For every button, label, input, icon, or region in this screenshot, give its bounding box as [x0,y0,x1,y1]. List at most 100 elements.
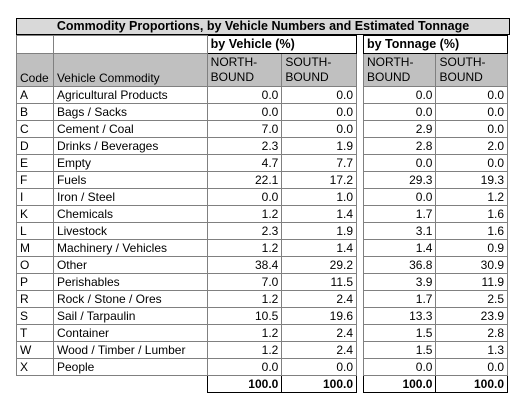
row-vehicle-northbound: 1.2 [206,239,283,257]
row-tonnage-southbound: 2.5 [435,290,508,308]
table-row: A Agricultural Products 0.0 0.0 [16,86,357,104]
row-commodity: Rock / Stone / Ores [52,290,208,308]
table-row: P Perishables 7.0 11.5 [16,273,357,291]
row-tonnage-southbound: 1.6 [435,222,508,240]
table-title: Commodity Proportions, by Vehicle Number… [16,18,510,35]
row-tonnage-southbound: 0.0 [435,120,508,138]
row-tonnage-northbound: 2.9 [362,120,437,138]
row-vehicle-northbound: 0.0 [206,103,283,121]
table-row: B Bags / Sacks 0.0 0.0 [16,103,357,121]
row-tonnage-northbound: 0.0 [362,103,437,121]
table-row: X People 0.0 0.0 [16,358,357,376]
row-vehicle-northbound: 7.0 [206,273,283,291]
row-tonnage-southbound: 2.0 [435,137,508,155]
row-code: O [16,256,54,274]
row-commodity: Drinks / Beverages [52,137,208,155]
header-south-line1: SOUTH- [285,55,332,69]
total-tonnage-southbound: 100.0 [435,375,508,393]
table-row: K Chemicals 1.2 1.4 [16,205,357,223]
table-row: 0.0 1.2 [362,188,508,206]
table-row: O Other 38.4 29.2 [16,256,357,274]
row-tonnage-southbound: 0.0 [435,86,508,104]
row-vehicle-southbound: 0.0 [281,86,357,104]
row-commodity: Livestock [52,222,208,240]
header-blank [16,35,54,54]
row-commodity: Wood / Timber / Lumber [52,341,208,359]
header-north-line1: NORTH- [210,55,258,69]
row-tonnage-southbound: 19.3 [435,171,508,189]
table-row: 3.9 11.9 [362,273,508,291]
row-vehicle-northbound: 10.5 [206,307,283,325]
row-tonnage-southbound: 1.6 [435,205,508,223]
row-tonnage-northbound: 36.8 [362,256,437,274]
row-commodity: Bags / Sacks [52,103,208,121]
row-commodity: Container [52,324,208,342]
row-vehicle-northbound: 7.0 [206,120,283,138]
row-commodity: Machinery / Vehicles [52,239,208,257]
tonnage-section: by Tonnage (%) NORTH- BOUND SOUTH- BOUND… [362,35,508,393]
row-code: C [16,120,54,138]
header-south-line1: SOUTH- [439,55,486,69]
header-south-line2: BOUND [439,70,483,84]
header-code: Code [16,53,54,87]
row-tonnage-northbound: 29.3 [362,171,437,189]
tonnage-table: by Tonnage (%) NORTH- BOUND SOUTH- BOUND… [362,35,508,393]
table-row: M Machinery / Vehicles 1.2 1.4 [16,239,357,257]
table-row: 2.9 0.0 [362,120,508,138]
row-tonnage-southbound: 2.8 [435,324,508,342]
table-row: S Sail / Tarpaulin 10.5 19.6 [16,307,357,325]
row-vehicle-northbound: 1.2 [206,290,283,308]
table-row: 0.0 0.0 [362,103,508,121]
table-row: 1.4 0.9 [362,239,508,257]
row-tonnage-southbound: 1.3 [435,341,508,359]
total-tonnage-northbound: 100.0 [362,375,437,393]
row-commodity: Sail / Tarpaulin [52,307,208,325]
row-vehicle-southbound: 0.0 [281,120,357,138]
row-vehicle-northbound: 1.2 [206,324,283,342]
row-tonnage-northbound: 0.0 [362,188,437,206]
row-commodity: Cement / Coal [52,120,208,138]
row-tonnage-southbound: 23.9 [435,307,508,325]
group-by-vehicle: by Vehicle (%) [206,35,358,54]
row-commodity: Empty [52,154,208,172]
row-vehicle-northbound: 4.7 [206,154,283,172]
row-vehicle-southbound: 19.6 [281,307,357,325]
table-row: 2.8 2.0 [362,137,508,155]
row-vehicle-southbound: 11.5 [281,273,357,291]
row-vehicle-southbound: 7.7 [281,154,357,172]
row-vehicle-southbound: 29.2 [281,256,357,274]
vehicle-section: by Vehicle (%) Code Vehicle Commodity NO… [16,35,358,393]
header-commodity: Vehicle Commodity [52,53,208,87]
row-vehicle-southbound: 2.4 [281,341,357,359]
row-code: A [16,86,54,104]
table-row: 0.0 0.0 [362,86,508,104]
table-row: 36.8 30.9 [362,256,508,274]
row-vehicle-northbound: 38.4 [206,256,283,274]
table-row: C Cement / Coal 7.0 0.0 [16,120,357,138]
row-tonnage-northbound: 3.1 [362,222,437,240]
row-vehicle-southbound: 2.4 [281,290,357,308]
table-row: 1.5 1.3 [362,341,508,359]
table-row: 0.0 0.0 [362,154,508,172]
vehicle-table: by Vehicle (%) Code Vehicle Commodity NO… [16,35,358,393]
row-vehicle-southbound: 2.4 [281,324,357,342]
row-code: P [16,273,54,291]
total-blank [17,376,54,393]
row-commodity: Agricultural Products [52,86,208,104]
row-code: R [16,290,54,308]
row-vehicle-northbound: 0.0 [206,86,283,104]
row-tonnage-northbound: 3.9 [362,273,437,291]
table-row: 3.1 1.6 [362,222,508,240]
row-vehicle-southbound: 1.4 [281,239,357,257]
total-vehicle-southbound: 100.0 [281,375,357,393]
row-vehicle-northbound: 0.0 [206,188,283,206]
header-blank [52,35,208,54]
header-north-line2: BOUND [210,70,255,84]
row-code: D [16,137,54,155]
row-tonnage-northbound: 0.0 [362,154,437,172]
table-row: D Drinks / Beverages 2.3 1.9 [16,137,357,155]
row-tonnage-northbound: 1.5 [362,341,437,359]
table-row: I Iron / Steel 0.0 1.0 [16,188,357,206]
row-tonnage-southbound: 11.9 [435,273,508,291]
